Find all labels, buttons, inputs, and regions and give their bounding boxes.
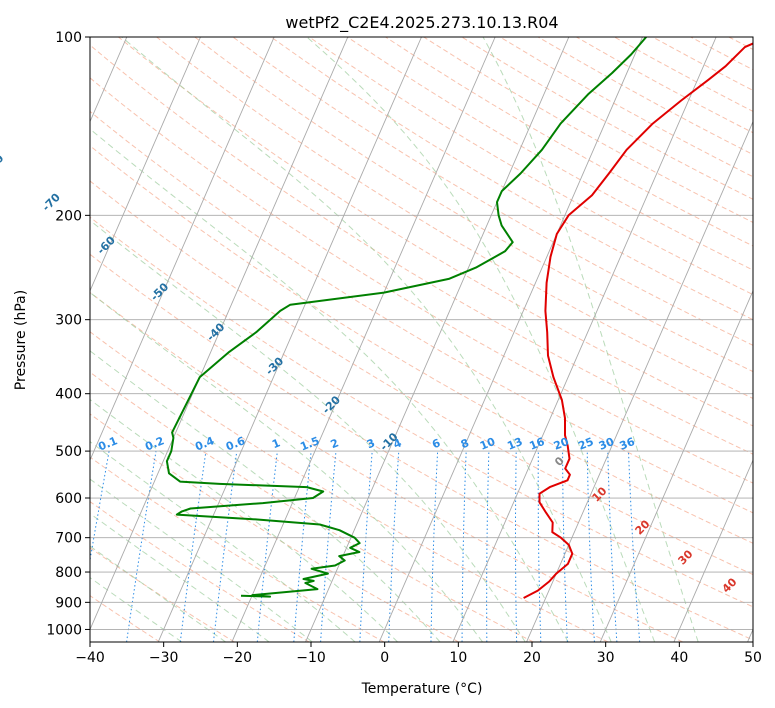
x-tick-label: 50: [744, 650, 762, 666]
isotherm-line: [157, 37, 422, 642]
y-tick-label: 700: [55, 531, 82, 547]
x-tick-label: 20: [523, 650, 541, 666]
chart-title: wetPf2_C2E4.2025.273.10.13.R04: [285, 13, 558, 33]
y-tick-label: 800: [55, 565, 82, 581]
dry-adiabat: [90, 44, 753, 455]
moist-adiabat: [121, 37, 612, 642]
x-tick-label: −30: [149, 650, 179, 666]
dry-adiabat: [118, 37, 753, 427]
mixing-ratio-line: [320, 451, 337, 642]
y-tick-label: 100: [55, 30, 82, 46]
grid: [90, 37, 753, 642]
moist-adiabat: [482, 37, 699, 642]
x-tick-label: 0: [380, 650, 389, 666]
isotherm-line: [90, 37, 349, 631]
y-axis: 100 200 300 400 500 600 700 800 900 1000: [46, 30, 90, 638]
dry-adiabat: [90, 180, 753, 576]
y-tick-label: 600: [55, 491, 82, 507]
x-tick-label: 10: [449, 650, 467, 666]
isotherm-line: [526, 120, 753, 642]
mixing-ratio-label: 16: [527, 435, 546, 453]
mixing-ratio-label: 2: [329, 436, 341, 451]
moist-adiabat: [90, 398, 398, 642]
isotherm-line: [305, 37, 570, 642]
x-tick-label: −40: [75, 650, 105, 666]
mixing-ratio-label: 8: [459, 436, 471, 451]
temperature-line: [523, 42, 753, 599]
y-tick-label: 1000: [46, 622, 82, 638]
dry-adiabat: [90, 595, 161, 642]
mixing-ratio-label: 25: [576, 435, 595, 453]
dry-adiabat: [90, 291, 683, 642]
isotherm-line: [378, 37, 643, 642]
dry-adiabat: [90, 371, 534, 642]
x-tick-label: 30: [597, 650, 615, 666]
mixing-ratio-label: 10: [478, 435, 497, 453]
mixing-ratio-label: 20: [552, 435, 571, 453]
x-axis: −40 −30 −20 −10 0 10 20 30 40 50: [75, 642, 762, 666]
isotherm-line: [90, 37, 275, 462]
moist-adiabat: [90, 512, 270, 642]
y-tick-label: 300: [55, 313, 82, 329]
x-axis-label: Temperature (°C): [361, 681, 483, 697]
mixing-ratio-line: [256, 451, 278, 642]
mixing-ratio-label: 36: [618, 435, 637, 453]
mixing-ratio-label: 30: [597, 435, 616, 453]
isotherm-line: [452, 37, 717, 642]
dry-adiabat: [90, 145, 753, 544]
y-axis-label: Pressure (hPa): [13, 290, 29, 390]
dry-adiabat: [194, 37, 753, 373]
isotherm-line: [673, 459, 753, 642]
dewpoint-line: [165, 37, 647, 598]
dry-adiabat: [90, 110, 753, 514]
isotherm-label: -80: [0, 152, 6, 175]
moist-adiabat: [90, 291, 484, 642]
moist-adiabat: [306, 37, 656, 642]
y-tick-label: 500: [55, 444, 82, 460]
mixing-ratio-label: 3: [365, 436, 377, 451]
moist-adiabat: [90, 577, 183, 642]
dry-adiabat: [90, 501, 310, 642]
y-tick-label: 400: [55, 387, 82, 403]
moist-adiabat: [90, 478, 313, 642]
isotherm-line: [231, 37, 496, 642]
mixing-ratio-label: 1: [270, 436, 282, 451]
x-tick-label: 40: [670, 650, 688, 666]
dry-adiabat: [90, 413, 459, 642]
y-tick-label: 900: [55, 595, 82, 611]
mixing-ratio-line: [293, 451, 312, 642]
x-tick-label: −20: [223, 650, 253, 666]
moist-adiabat: [90, 545, 226, 642]
dry-adiabat: [156, 37, 753, 399]
series-layer: [165, 37, 753, 599]
plot-frame: [89, 36, 754, 643]
mixing-ratio-line: [213, 451, 238, 642]
moist-adiabat: [90, 128, 569, 642]
mixing-ratio-label: 13: [505, 435, 524, 453]
isotherm-line: [90, 37, 201, 293]
dry-adiabat: [308, 37, 753, 296]
isotherm-line: [599, 289, 753, 642]
y-tick-label: 200: [55, 208, 82, 224]
mixing-ratio-line: [179, 451, 207, 642]
x-tick-label: −10: [296, 650, 326, 666]
dry-adiabat: [90, 456, 385, 642]
